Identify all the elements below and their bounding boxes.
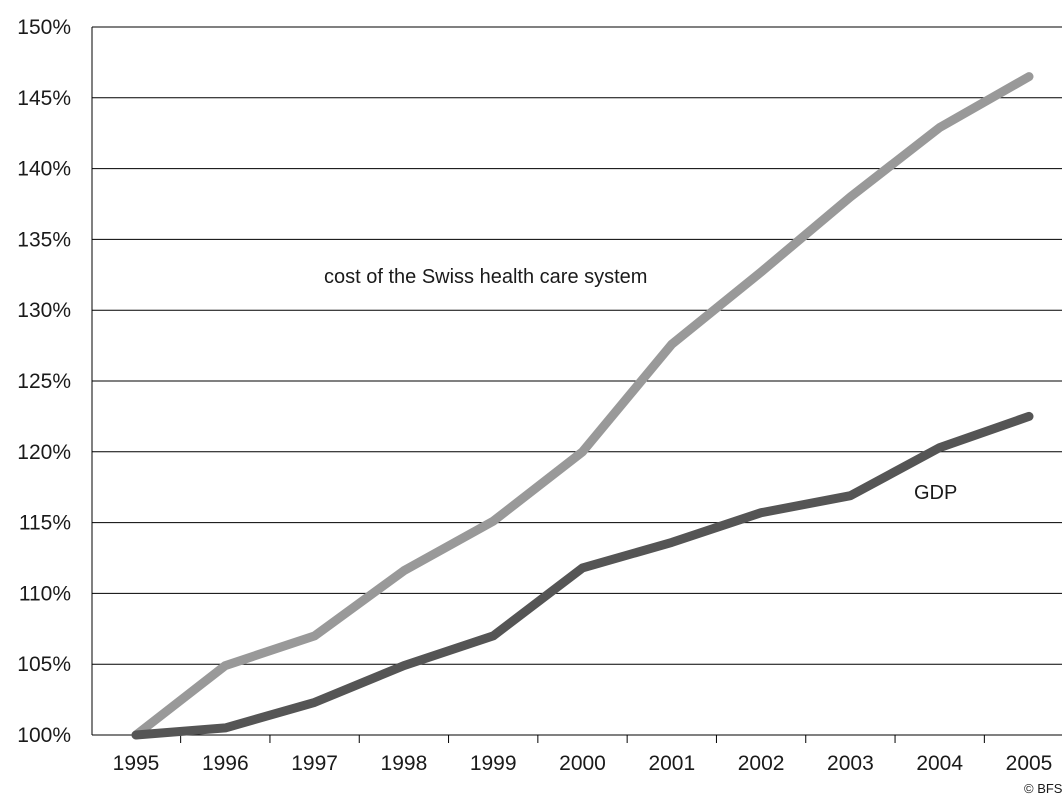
x-axis: 1995 1996 1997 1998 1999 2000 2001 2002 2003 2004… <box>113 735 1053 775</box>
x-tick-label-2003: 2003 <box>827 752 874 775</box>
x-tick-label-1999: 1999 <box>470 752 517 775</box>
x-tick-label-1995: 1995 <box>113 752 160 775</box>
y-tick-label-145: 145% <box>17 87 71 110</box>
x-tick-label-2002: 2002 <box>738 752 785 775</box>
y-tick-label-100: 100% <box>17 724 71 747</box>
y-axis: 100% 105% 110% 115% 120% 125% 130% 135% 140% 145%… <box>17 16 93 747</box>
y-tick-label-115: 115% <box>19 512 71 535</box>
x-tick-label-2005: 2005 <box>1006 752 1053 775</box>
x-tick-label-1997: 1997 <box>291 752 338 775</box>
y-tick-label-105: 105% <box>17 653 71 676</box>
series-label-health-care-cost: cost of the Swiss health care system <box>324 266 647 288</box>
y-tick-label-130: 130% <box>17 299 71 322</box>
y-tick-label-110: 110% <box>19 582 71 605</box>
gridlines <box>92 26 1062 736</box>
x-tick-label-2004: 2004 <box>916 752 963 775</box>
x-tick-label-2001: 2001 <box>648 752 695 775</box>
x-tick-label-1996: 1996 <box>202 752 249 775</box>
series-label-gdp: GDP <box>914 482 957 504</box>
y-tick-label-125: 125% <box>17 370 71 393</box>
y-tick-label-120: 120% <box>17 441 71 464</box>
y-tick-label-135: 135% <box>17 228 71 251</box>
copyright-credit: © BFS <box>1024 781 1062 796</box>
y-tick-label-150: 150% <box>17 16 71 39</box>
x-tick-label-1998: 1998 <box>381 752 428 775</box>
y-tick-label-140: 140% <box>17 158 71 181</box>
series-lines <box>131 72 1034 740</box>
series-line-health-care-cost <box>131 72 1034 740</box>
x-tick-label-2000: 2000 <box>559 752 606 775</box>
series-line-gdp <box>131 411 1034 740</box>
